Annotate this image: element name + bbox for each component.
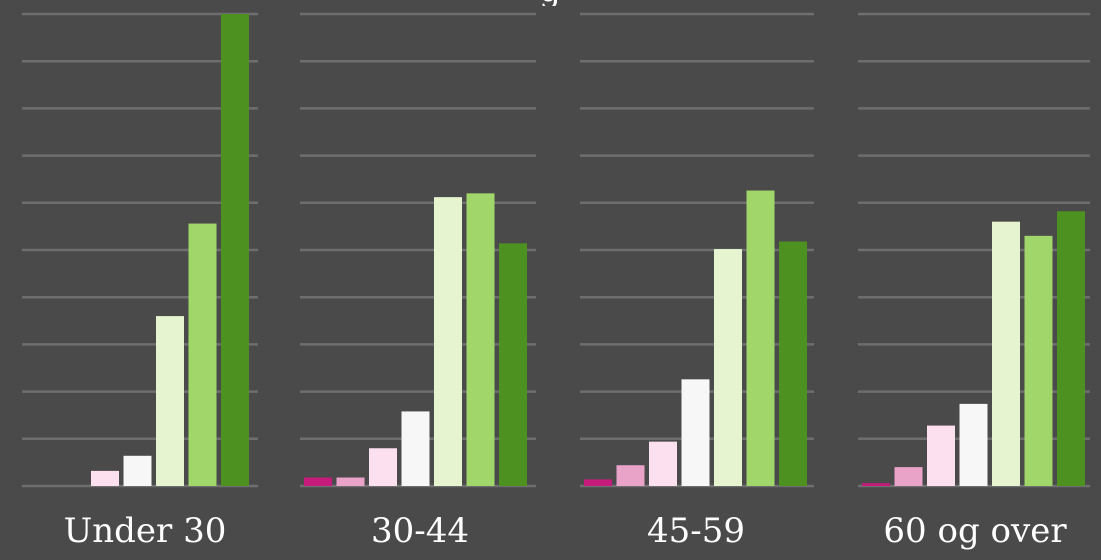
bar-2-30-44 xyxy=(337,478,365,486)
category-label: 30-44 xyxy=(371,511,469,551)
bar-6-45-59 xyxy=(747,191,775,486)
bar-4-under-30 xyxy=(124,456,152,486)
bar-1-30-44 xyxy=(304,478,332,486)
bar-5-30-44 xyxy=(434,197,462,486)
bar-1-60-og-over xyxy=(862,483,890,486)
bar-3-45-59 xyxy=(649,442,677,486)
bar-4-60-og-over xyxy=(960,404,988,486)
bar-5-60-og-over xyxy=(992,222,1020,486)
bar-6-30-44 xyxy=(467,193,495,486)
bar-3-under-30 xyxy=(91,471,119,486)
category-label: 60 og over xyxy=(883,511,1067,551)
bar-7-60-og-over xyxy=(1057,211,1085,486)
bar-4-45-59 xyxy=(682,379,710,486)
bar-5-under-30 xyxy=(156,316,184,486)
bar-5-45-59 xyxy=(714,249,742,486)
bar-3-30-44 xyxy=(369,448,397,486)
bar-4-30-44 xyxy=(402,411,430,486)
bar-7-30-44 xyxy=(499,243,527,486)
bar-2-60-og-over xyxy=(895,467,923,486)
chart-title: g xyxy=(510,0,590,6)
bar-2-45-59 xyxy=(617,465,645,486)
category-label: 45-59 xyxy=(647,511,745,551)
bar-6-60-og-over xyxy=(1025,236,1053,486)
bar-3-60-og-over xyxy=(927,426,955,486)
category-label: Under 30 xyxy=(64,511,227,551)
bar-7-under-30 xyxy=(221,14,249,486)
bar-6-under-30 xyxy=(189,224,217,486)
bar-7-45-59 xyxy=(779,242,807,486)
bar-1-45-59 xyxy=(584,479,612,486)
